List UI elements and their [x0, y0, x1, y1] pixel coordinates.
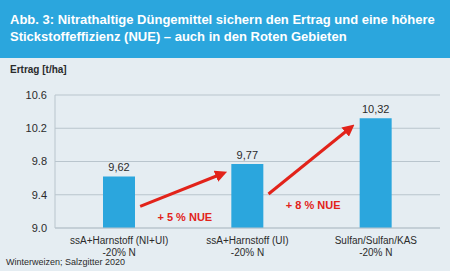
svg-text:Sulfan/Sulfan/KAS: Sulfan/Sulfan/KAS — [335, 235, 418, 246]
html-text:Winterweizen; Salzgitter 2020: Winterweizen; Salzgitter 2020 — [6, 257, 126, 267]
svg-text:9,77: 9,77 — [237, 149, 258, 161]
svg-text:-20% N: -20% N — [231, 247, 264, 258]
svg-text:10,32: 10,32 — [362, 103, 390, 115]
svg-text:ssA+Harnstoff (NI+UI): ssA+Harnstoff (NI+UI) — [70, 235, 168, 246]
svg-text:-20% N: -20% N — [102, 247, 135, 258]
svg-text:ssA+Harnstoff (UI): ssA+Harnstoff (UI) — [206, 235, 288, 246]
svg-text:+ 8 % NUE: + 8 % NUE — [286, 199, 341, 211]
svg-text:9,62: 9,62 — [108, 161, 129, 173]
svg-text:9.8: 9.8 — [32, 155, 47, 167]
svg-text:9.4: 9.4 — [32, 189, 47, 201]
svg-text:-20% N: -20% N — [359, 247, 392, 258]
svg-text:10.2: 10.2 — [26, 122, 47, 134]
svg-text:9.0: 9.0 — [32, 222, 47, 234]
html-text:Abb. 3: Nitrathaltige Düngemit: Abb. 3: Nitrathaltige Düngemittel sicher… — [10, 12, 435, 44]
svg-text:10.6: 10.6 — [26, 89, 47, 101]
svg-text:+ 5 % NUE: + 5 % NUE — [157, 211, 212, 223]
html-text:Ertrag [t/ha]: Ertrag [t/ha] — [10, 64, 67, 75]
